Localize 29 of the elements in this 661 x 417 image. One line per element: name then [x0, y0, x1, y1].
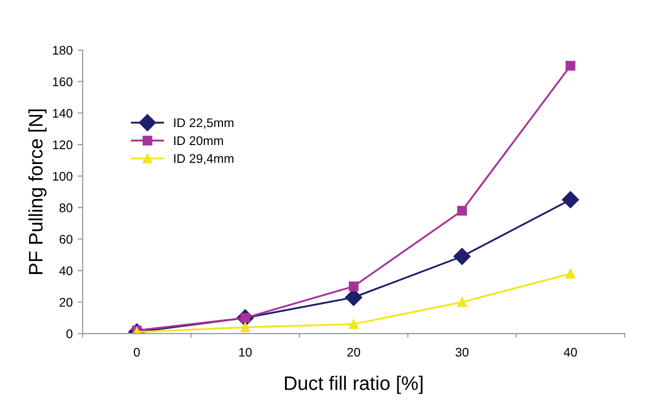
point	[566, 268, 576, 279]
x-tick-label: 30	[456, 348, 469, 357]
point	[240, 322, 250, 332]
x-tick-label: 0	[134, 348, 140, 357]
y-tick-label: 160	[53, 77, 72, 86]
y-tick-label: 0	[66, 329, 72, 338]
y-tick-label: 40	[59, 266, 72, 276]
y-tick-label: 60	[60, 234, 72, 244]
y-tick-label: 100	[53, 172, 72, 181]
point	[348, 281, 358, 292]
x-axis-title: Duct fill ratio [%]	[285, 376, 422, 394]
x-tick-label: 40	[564, 348, 577, 357]
x-tick-label: 10	[239, 348, 252, 357]
y-tick-label: 20	[60, 298, 72, 307]
point	[457, 297, 467, 307]
legend-label: ID 20mm	[174, 136, 223, 146]
point	[566, 60, 576, 71]
legend-label: ID 29,4mm	[174, 154, 234, 164]
y-tick-label: 120	[53, 140, 72, 150]
y-axis-title: PF Pulling force [N]	[28, 109, 46, 274]
point	[457, 206, 467, 216]
x-tick-label: 20	[347, 348, 360, 357]
point	[453, 248, 471, 265]
y-tick-label: 140	[53, 108, 72, 118]
point	[562, 191, 579, 208]
point	[348, 319, 358, 330]
y-tick-label: 180	[53, 46, 72, 55]
legend-label: ID 22,5mm	[174, 118, 234, 129]
y-tick-label: 80	[60, 203, 72, 212]
